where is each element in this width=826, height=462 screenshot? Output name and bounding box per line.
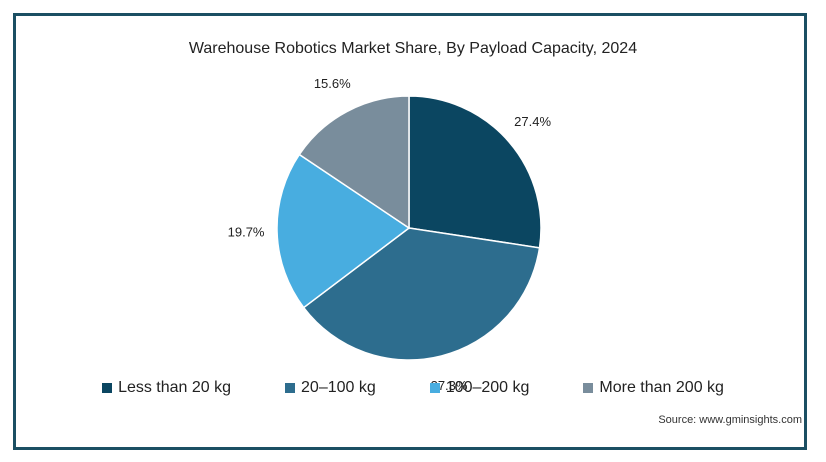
legend-item-less-than-20kg: Less than 20 kg — [102, 379, 231, 397]
chart-title: Warehouse Robotics Market Share, By Payl… — [188, 40, 638, 57]
slice-more-than-200kg — [298, 95, 410, 230]
legend: Less than 20 kg 20–100 kg 100–200 kg Mor… — [0, 379, 826, 397]
legend-swatch — [102, 383, 113, 393]
legend-swatch — [285, 383, 296, 393]
slice-less-than-20kg — [408, 95, 542, 249]
legend-item-more-than-200kg: More than 200 kg — [583, 379, 724, 397]
legend-label: 20–100 kg — [301, 379, 376, 396]
legend-label: Less than 20 kg — [118, 379, 232, 396]
source-note: Source: www.gminsights.com — [658, 414, 802, 426]
slice-20-100kg — [302, 227, 541, 361]
slice-value-label: 19.7% — [228, 225, 265, 240]
legend-item-20-100kg: 20–100 kg — [285, 379, 376, 397]
legend-label: More than 200 kg — [599, 379, 724, 396]
legend-label: 100–200 kg — [445, 379, 530, 396]
legend-swatch — [583, 383, 594, 393]
legend-swatch — [429, 383, 440, 393]
slice-value-label: 15.6% — [314, 76, 351, 91]
slice-value-label: 27.4% — [514, 114, 551, 129]
slice-value-label: 37.3% — [431, 378, 468, 393]
slice-100-200kg — [276, 153, 411, 309]
legend-item-100-200kg: 100–200 kg — [429, 379, 530, 397]
